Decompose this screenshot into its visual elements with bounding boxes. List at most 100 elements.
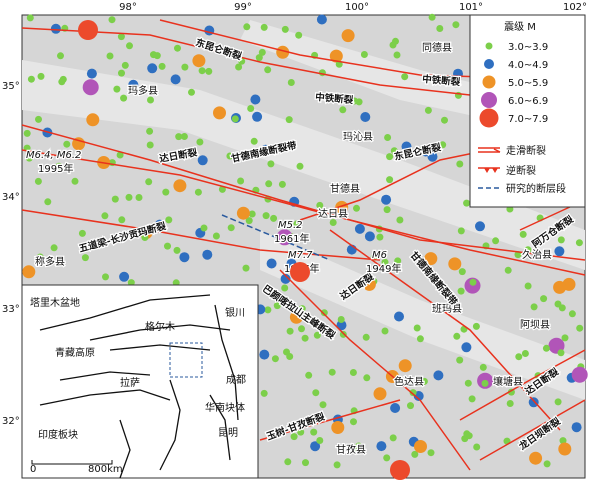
earthquake-marker [561, 334, 569, 342]
earthquake-marker [297, 428, 305, 436]
earthquake-marker [393, 51, 401, 59]
inset-label: 拉萨 [120, 376, 140, 389]
earthquake-marker [290, 433, 298, 441]
event-magnitude: M5.2 [278, 220, 303, 231]
earthquake-marker [250, 94, 261, 105]
earthquake-marker [472, 322, 480, 330]
earthquake-marker [319, 401, 327, 409]
earthquake-marker [173, 179, 187, 193]
earthquake-marker [559, 437, 567, 445]
earthquake-marker [276, 229, 293, 246]
earthquake-marker [262, 212, 270, 220]
earthquake-marker [407, 402, 414, 410]
inset-label: 印度板块 [38, 428, 78, 441]
earthquake-marker [571, 366, 588, 383]
earthquake-marker [188, 88, 195, 96]
legend-symbol [478, 148, 501, 153]
earthquake-marker [331, 421, 345, 434]
earthquake-marker [162, 188, 170, 196]
earthquake-marker [259, 349, 270, 360]
earthquake-marker [576, 324, 584, 332]
earthquake-marker [411, 450, 419, 458]
legend-label: 3.0~3.9 [508, 42, 548, 53]
earthquake-marker [571, 422, 582, 433]
earthquake-marker [363, 374, 371, 382]
earthquake-marker [165, 216, 173, 224]
earthquake-marker [401, 141, 412, 152]
lon-tick: 100° [345, 2, 369, 13]
earthquake-marker [376, 233, 384, 241]
earthquake-marker [147, 63, 158, 74]
lon-tick: 99° [234, 2, 252, 13]
earthquake-marker [515, 353, 523, 361]
earthquake-marker [554, 246, 565, 257]
earthquake-marker [102, 273, 109, 281]
earthquake-marker [227, 224, 235, 232]
event-year: 1949年 [366, 262, 401, 275]
place: 甘孜县 [336, 443, 366, 456]
earthquake-marker [409, 389, 417, 397]
earthquake-marker [324, 93, 332, 101]
earthquake-marker [394, 257, 402, 265]
earthquake-marker [381, 194, 392, 205]
earthquake-marker [258, 48, 266, 56]
fault-label: 中铁断裂 [422, 73, 461, 88]
earthquake-marker [281, 25, 289, 33]
earthquake-marker [524, 282, 532, 290]
earthquake-marker [339, 330, 347, 338]
earthquake-marker [456, 160, 464, 168]
earthquake-marker [82, 79, 99, 96]
legend-marker [485, 42, 493, 50]
earthquake-marker [457, 227, 465, 235]
lat-tick: 32° [2, 416, 20, 427]
earthquake-marker [276, 45, 290, 59]
earthquake-marker [420, 377, 428, 385]
earthquake-marker [243, 23, 251, 31]
earthquake-marker [22, 265, 36, 279]
earthquake-marker [270, 214, 278, 222]
earthquake-marker [164, 242, 171, 250]
inset-label: 青藏高原 [55, 346, 95, 359]
place: 玛多县 [128, 84, 158, 97]
earthquake-marker [154, 219, 165, 230]
earthquake-marker [475, 221, 485, 232]
earthquake-marker [328, 368, 336, 376]
scale-label: 800km [88, 464, 123, 475]
legend-label: 7.0~7.9 [508, 114, 548, 125]
earthquake-marker [280, 273, 291, 284]
earthquake-marker [55, 162, 63, 170]
lon-tick: 98° [119, 2, 137, 13]
earthquake-marker [267, 160, 275, 168]
fault-label: 中铁断裂 [315, 91, 354, 106]
earthquake-marker [180, 133, 188, 140]
place: 达日县 [318, 208, 348, 220]
earthquake-marker [354, 223, 365, 234]
earthquake-marker [554, 300, 562, 308]
earthquake-marker [25, 154, 33, 162]
earthquake-marker [413, 324, 421, 332]
earthquake-marker [528, 433, 536, 441]
earthquake-marker [389, 434, 397, 442]
earthquake-marker [101, 212, 109, 220]
earthquake-marker [81, 254, 89, 262]
earthquake-marker [530, 303, 538, 311]
earthquake-marker [181, 63, 189, 71]
earthquake-marker [72, 137, 86, 151]
earthquake-marker [313, 331, 321, 339]
earthquake-marker [200, 224, 208, 232]
earthquake-marker [295, 31, 303, 39]
earthquake-marker [196, 138, 204, 146]
earthquake-marker [394, 311, 404, 322]
legend-label: 5.0~5.9 [508, 78, 548, 89]
earthquake-marker [289, 310, 303, 324]
earthquake-marker [245, 217, 253, 225]
earthquake-marker [481, 379, 489, 387]
earthquake-marker [362, 333, 370, 341]
earthquake-marker [336, 320, 347, 331]
earthquake-marker [441, 116, 448, 124]
earthquake-marker [337, 316, 345, 323]
earthquake-marker [479, 363, 487, 371]
earthquake-marker [111, 195, 119, 203]
scale-label: 0 [30, 464, 36, 475]
